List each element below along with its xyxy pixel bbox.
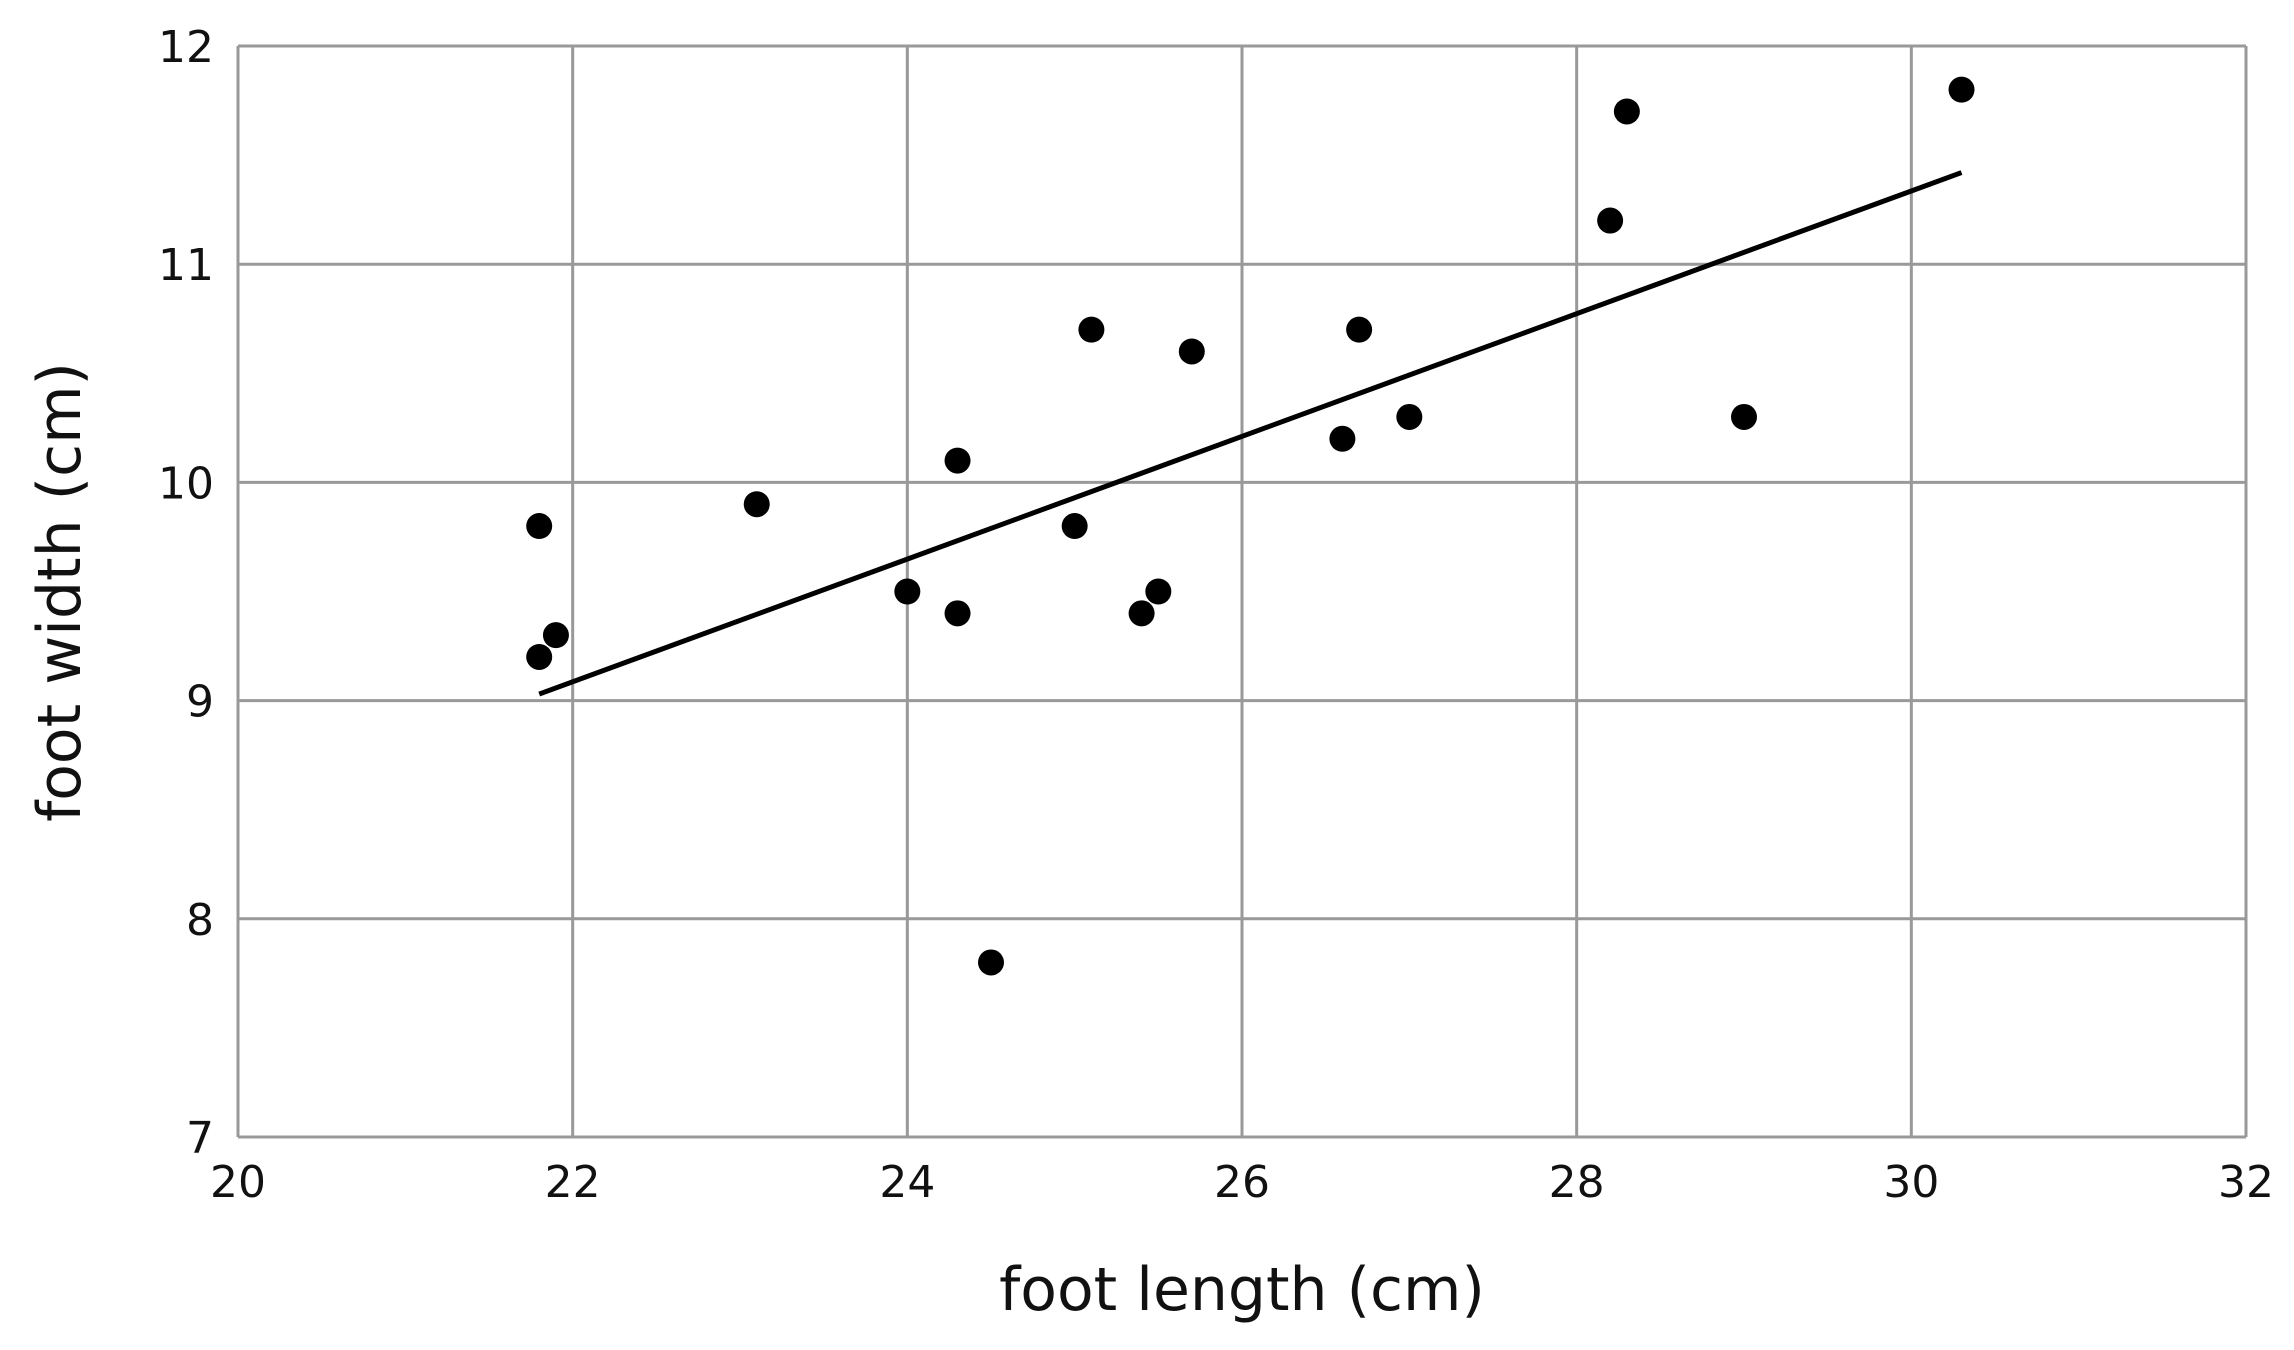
- data-point: [1396, 403, 1423, 430]
- data-point: [1948, 76, 1975, 103]
- data-point: [1731, 403, 1757, 430]
- y-tick-label: 11: [158, 240, 214, 291]
- data-point: [894, 578, 921, 605]
- data-point: [944, 447, 971, 474]
- data-point: [526, 643, 553, 670]
- y-tick-label: 10: [158, 458, 214, 509]
- x-tick-label: 24: [879, 1157, 935, 1208]
- x-tick-label: 20: [210, 1157, 266, 1208]
- y-axis-label: foot width (cm): [25, 362, 95, 822]
- x-axis-label: foot length (cm): [999, 1255, 1485, 1325]
- trend-line: [538, 170, 1963, 697]
- data-point: [1128, 600, 1155, 627]
- data-points: [526, 76, 1975, 976]
- tick-labels: 20 22 24 26 28 30 32 7 8 9 10 11 12: [158, 22, 2274, 1208]
- grid: [236, 44, 2248, 1139]
- data-point: [1597, 207, 1624, 234]
- x-tick-label: 32: [2218, 1157, 2274, 1208]
- data-point: [1145, 578, 1172, 605]
- y-tick-label: 9: [186, 677, 214, 728]
- data-point: [1061, 513, 1088, 540]
- y-tick-label: 7: [186, 1113, 214, 1164]
- y-tick-label: 8: [186, 895, 214, 946]
- data-point: [526, 513, 553, 540]
- data-point: [1346, 316, 1373, 343]
- trend-line-group: [538, 170, 1963, 697]
- x-tick-label: 28: [1549, 1157, 1605, 1208]
- data-point: [1078, 316, 1105, 343]
- y-tick-label: 12: [158, 22, 214, 73]
- data-point: [743, 491, 770, 518]
- data-point: [978, 949, 1004, 976]
- x-tick-label: 30: [1883, 1157, 1939, 1208]
- data-point: [1613, 98, 1640, 125]
- data-point: [944, 600, 971, 627]
- data-point: [1329, 425, 1356, 452]
- x-tick-label: 22: [545, 1157, 601, 1208]
- data-point: [1178, 338, 1205, 365]
- x-tick-label: 26: [1214, 1157, 1270, 1208]
- data-point: [542, 622, 569, 649]
